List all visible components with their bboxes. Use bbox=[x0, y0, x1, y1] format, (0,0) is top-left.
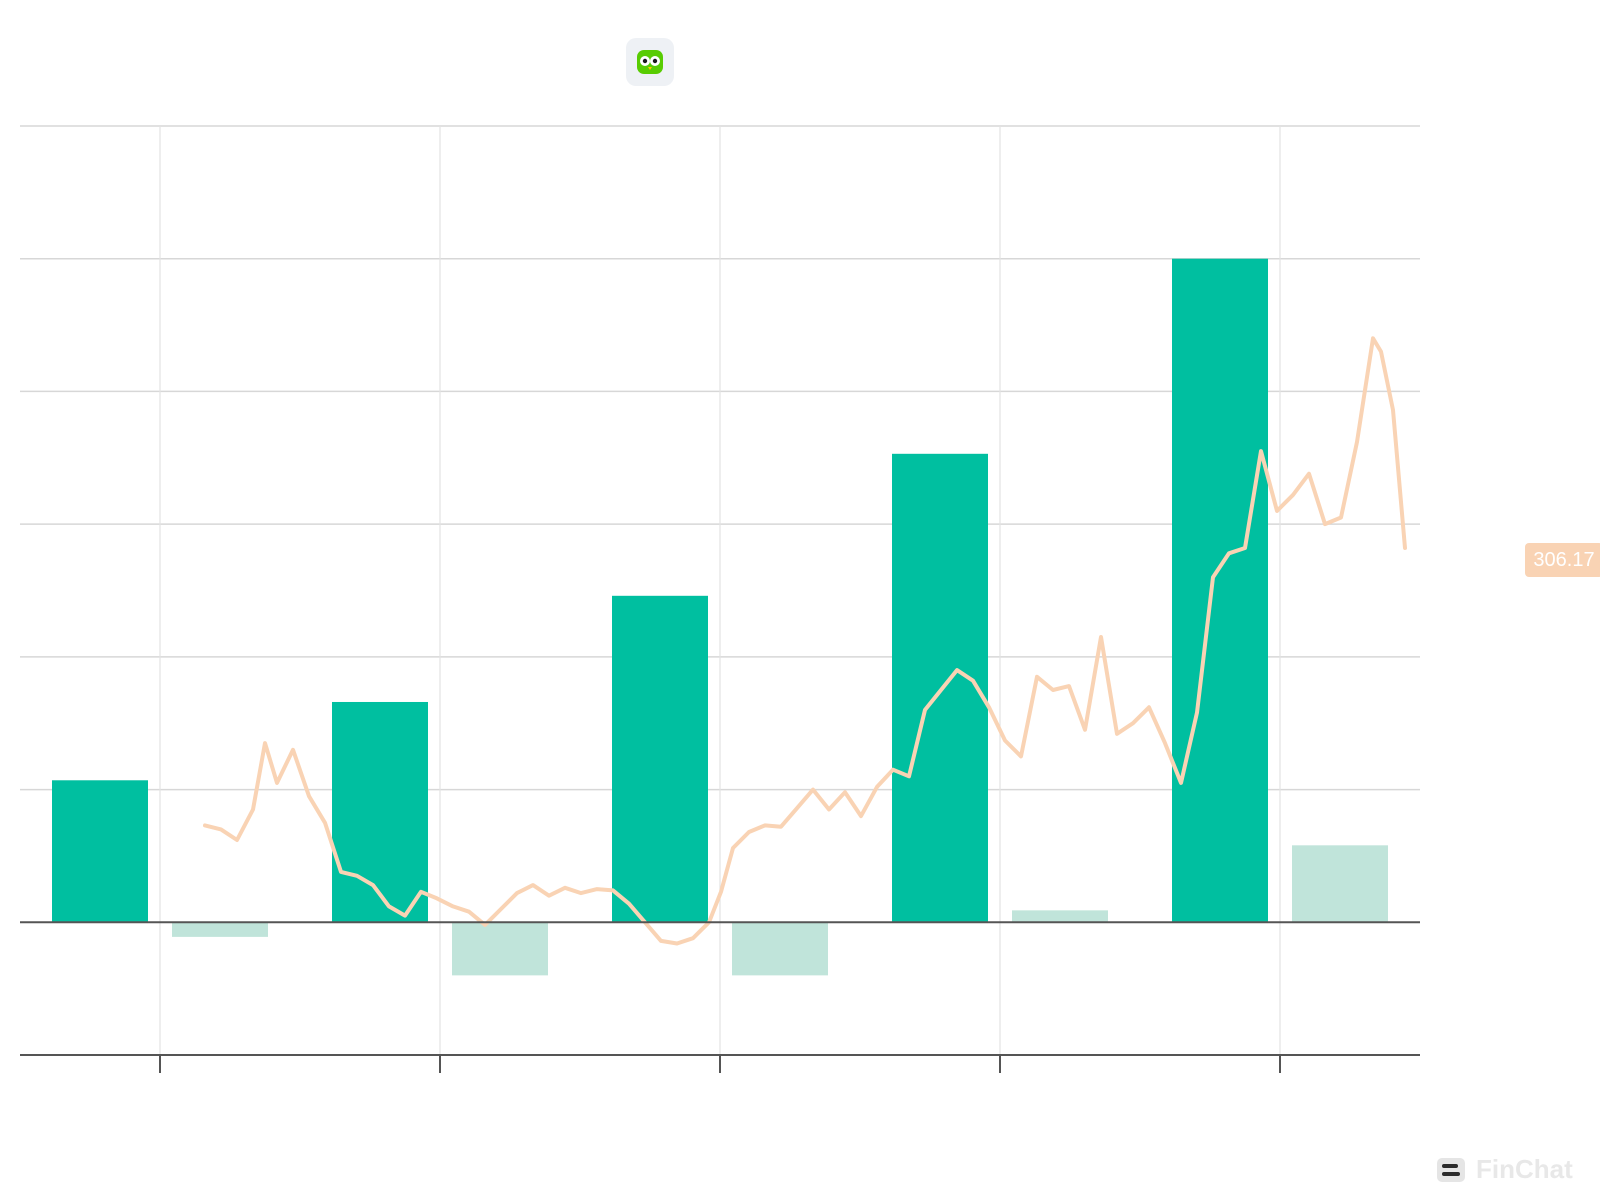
price-line bbox=[203, 336, 1407, 946]
finchat-watermark-text: FinChat bbox=[1476, 1154, 1573, 1184]
finchat-logo-icon bbox=[1437, 1157, 1465, 1182]
bars-layer bbox=[52, 258, 1388, 976]
secondary-bar bbox=[172, 922, 268, 937]
primary-bar bbox=[1172, 258, 1268, 923]
primary-bar bbox=[332, 701, 428, 923]
primary-bar bbox=[52, 780, 148, 923]
current-price-value: 306.17 bbox=[1533, 549, 1595, 571]
secondary-bar bbox=[452, 922, 548, 976]
price-line-layer bbox=[203, 336, 1407, 946]
axes bbox=[20, 921, 1420, 1073]
secondary-bar bbox=[1012, 910, 1108, 923]
primary-bar bbox=[892, 453, 988, 923]
secondary-bar bbox=[1292, 845, 1388, 923]
finchat-watermark: FinChat bbox=[1436, 1154, 1573, 1185]
grid-lines bbox=[20, 125, 1420, 1055]
primary-bar bbox=[612, 595, 708, 923]
secondary-bar bbox=[732, 922, 828, 976]
duolingo-owl-icon-shape bbox=[637, 50, 663, 74]
duolingo-owl-icon bbox=[626, 38, 674, 86]
current-price-badge: 306.17 bbox=[1525, 543, 1600, 577]
